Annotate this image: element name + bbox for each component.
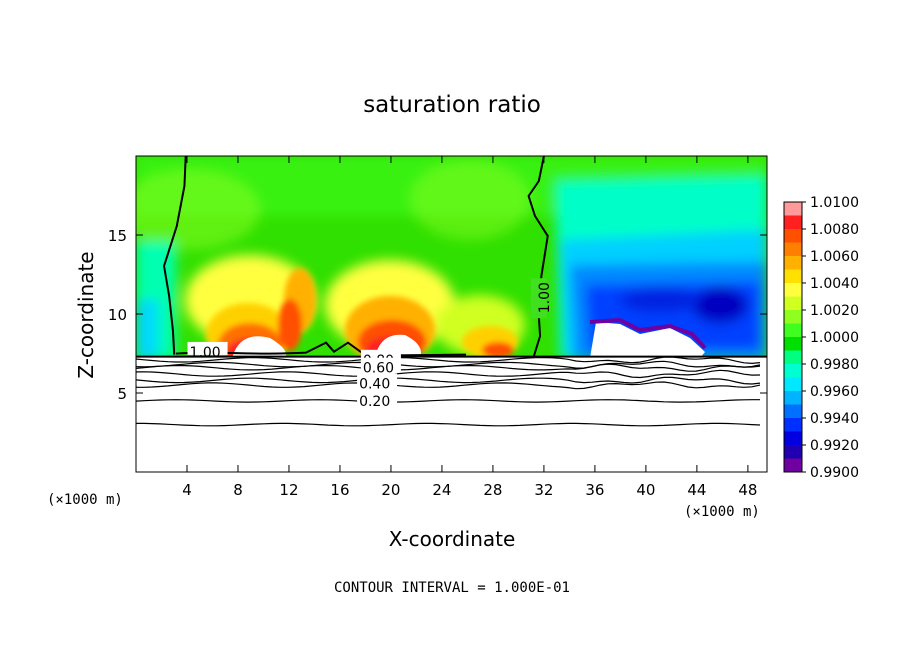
contour-level-line [136, 356, 761, 365]
colorbar-swatch [784, 242, 802, 257]
colorbar-tick-label: 1.0100 [810, 195, 859, 211]
colorbar-swatch [784, 202, 802, 216]
x-tick-label: 28 [483, 481, 502, 499]
x-tick-label: 12 [279, 481, 298, 499]
colorbar-swatch [784, 296, 802, 311]
contour-1.00-left [163, 156, 187, 355]
colorbar-swatch [784, 269, 802, 284]
x-tick-label: 48 [738, 481, 757, 499]
colorbar-swatch [784, 391, 802, 405]
colorbar-tick-label: 0.9980 [810, 357, 859, 373]
contour-label-bg [187, 341, 228, 355]
contour-level-line [136, 399, 760, 403]
y-axis-label: Z-coordinate [74, 251, 98, 378]
x-tick-label: 4 [182, 481, 192, 499]
colorbar-swatch [784, 323, 802, 338]
contour-label: 0.20 [359, 394, 390, 410]
colorbar-swatch [784, 283, 802, 297]
contour-label: 0.60 [363, 361, 394, 377]
x-axis-ticks: 4 8 12 16 20 24 28 32 36 40 44 48 [182, 156, 757, 499]
contour-lines [136, 156, 767, 427]
contour-level-line [136, 360, 761, 369]
colorbar-tick-label: 1.0020 [810, 303, 859, 319]
colorbar-swatch [784, 310, 802, 324]
x-tick-label: 44 [687, 481, 706, 499]
contour-label-bg [360, 357, 401, 371]
colorbar-tick-label: 1.0000 [810, 330, 859, 346]
contour-label-bg [357, 390, 398, 404]
colorbar-swatch [784, 377, 802, 392]
x-unit-label: (×1000 m) [684, 504, 760, 520]
colorbar-tick-label: 1.0080 [810, 222, 859, 238]
colorbar-swatch [784, 445, 802, 459]
colorbar-swatch [784, 418, 802, 432]
y-axis-ticks: 5 10 15 [108, 227, 767, 403]
x-tick-label: 16 [330, 481, 349, 499]
colorbar-swatch [784, 229, 802, 243]
colorbar: 1.0100 1.0080 1.0060 1.0040 1.0020 1.0000 0.99… [783, 195, 859, 481]
y-tick-label: 10 [108, 306, 127, 324]
colorbar-tick-label: 1.0040 [810, 276, 859, 292]
colorbar-tick-label: 0.9940 [810, 411, 859, 427]
contour-label-bg [357, 373, 398, 387]
colorbar-tick-label: 0.9960 [810, 384, 859, 400]
colorbar-tick-label: 1.0060 [810, 249, 859, 265]
x-tick-label: 20 [381, 481, 400, 499]
colorbar-swatch [784, 431, 802, 446]
contour-label: 1.00 [190, 345, 221, 361]
y-tick-label: 15 [108, 227, 127, 245]
colorbar-swatch [784, 458, 802, 473]
x-axis-label: X-coordinate [389, 527, 516, 551]
colorbar-swatch [784, 364, 802, 378]
colorbar-tick-label: 0.9920 [810, 438, 859, 454]
colorbar-tick-label: 0.9900 [810, 465, 859, 481]
chart-title: saturation ratio [363, 92, 541, 118]
colorbar-swatch [784, 337, 802, 351]
heatmap-field [136, 156, 767, 357]
contour-1.00-right [527, 156, 549, 357]
x-tick-label: 36 [585, 481, 604, 499]
y-tick-label: 5 [117, 385, 127, 403]
contour-interval-note: CONTOUR INTERVAL = 1.000E-01 [334, 580, 570, 596]
colorbar-swatch [784, 404, 802, 419]
colorbar-swatch [784, 256, 802, 270]
contour-label-bg [530, 278, 547, 319]
contour-labels: 1.001.000.800.600.400.20 [187, 278, 553, 410]
contour-label: 0.40 [359, 377, 390, 393]
y-unit-label: (×1000 m) [47, 492, 123, 508]
supersat-gap-white [232, 336, 286, 357]
contour-level-line [136, 369, 761, 379]
colorbar-swatch [784, 215, 802, 230]
contour-level-line [136, 376, 761, 385]
x-tick-label: 24 [432, 481, 451, 499]
x-tick-label: 8 [233, 481, 243, 499]
contour-level-line [136, 422, 761, 427]
contour-level-line [136, 381, 761, 390]
x-tick-label: 32 [534, 481, 553, 499]
contour-level-line [136, 363, 761, 372]
x-tick-label: 40 [636, 481, 655, 499]
contour-label: 1.00 [537, 282, 553, 313]
colorbar-swatch [784, 350, 802, 365]
